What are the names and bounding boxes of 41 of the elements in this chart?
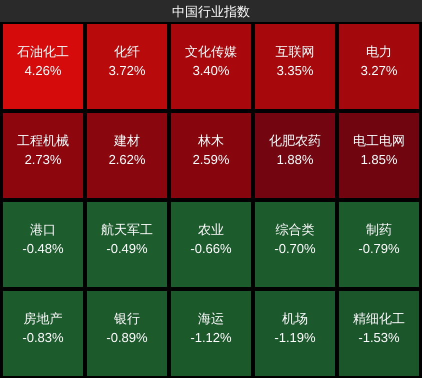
data-label: -0.79% [358, 241, 400, 256]
data-label: -0.89% [106, 330, 148, 345]
data-label: 2.73% [24, 152, 62, 167]
data-label: 1.85% [360, 152, 398, 167]
category-label: 精细化工 [353, 311, 405, 326]
text: 中国行业指数 [172, 4, 250, 19]
category-label: 电工电网 [353, 133, 405, 148]
category-label: 石油化工 [17, 44, 69, 59]
data-label: 3.35% [276, 63, 314, 78]
category-label: 港口 [30, 222, 56, 237]
data-label: -1.12% [190, 330, 232, 345]
data-label: 4.26% [24, 63, 62, 78]
category-label: 综合类 [276, 222, 314, 237]
category-label: 林木 [197, 133, 224, 148]
category-label: 制药 [366, 222, 392, 237]
category-label: 航天军工 [101, 222, 153, 237]
category-label: 银行 [113, 311, 140, 326]
category-label: 文化传媒 [185, 44, 237, 59]
data-label: -0.66% [190, 241, 232, 256]
category-label: 机场 [282, 311, 308, 326]
data-label: -1.19% [274, 330, 316, 345]
data-label: 3.40% [192, 63, 230, 78]
category-label: 化肥农药 [269, 133, 321, 148]
data-label: 2.62% [108, 152, 146, 167]
category-label: 房地产 [24, 311, 62, 326]
category-label: 互联网 [276, 44, 314, 59]
data-label: 1.88% [276, 152, 314, 167]
category-label: 海运 [198, 311, 224, 326]
data-label: 2.59% [192, 152, 230, 167]
data-label: -0.49% [106, 241, 148, 256]
category-label: 工程机械 [17, 133, 69, 148]
data-label: 3.27% [360, 63, 398, 78]
category-label: 化纤 [114, 44, 140, 59]
data-label: -1.53% [358, 330, 400, 345]
data-label: -0.83% [22, 330, 64, 345]
data-label: 3.72% [108, 63, 146, 78]
category-label: 农业 [198, 222, 224, 237]
data-label: -0.70% [274, 241, 316, 256]
category-label: 建材 [113, 133, 140, 148]
category-label: 电力 [366, 44, 392, 59]
data-label: -0.48% [22, 241, 64, 256]
